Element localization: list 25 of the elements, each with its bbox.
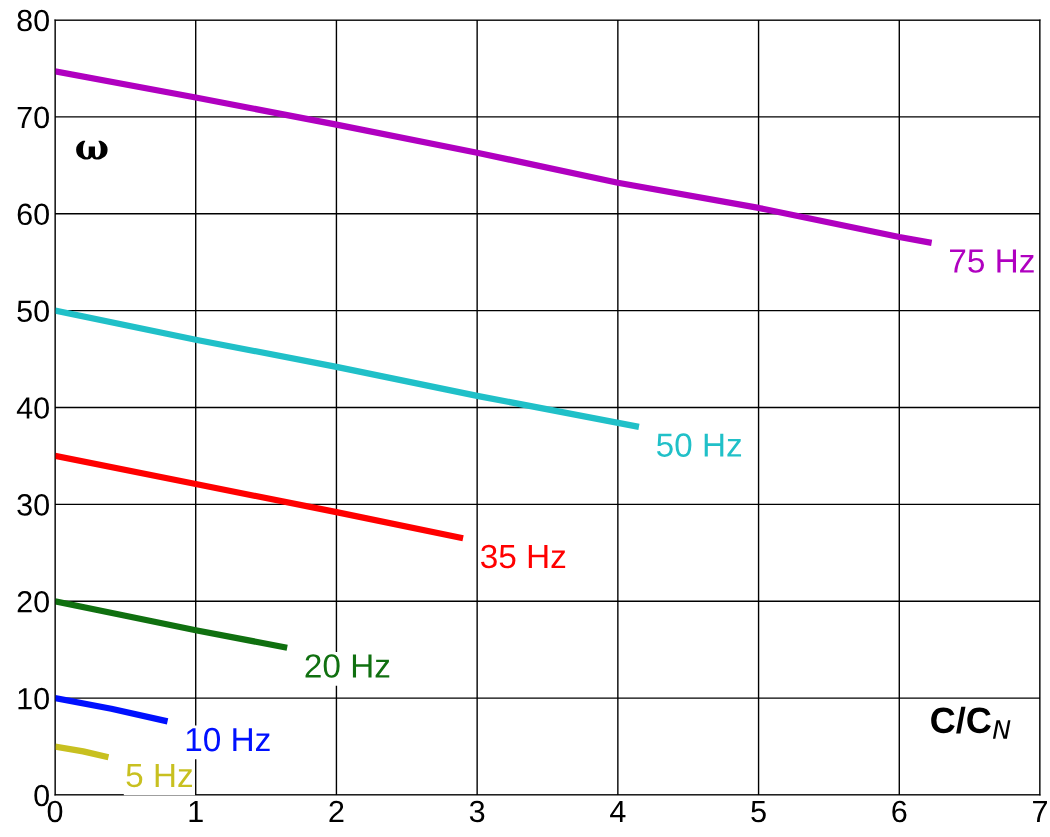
series-label: 20 Hz [305,654,390,678]
x-axis-title: C/C$_{N}$ [931,706,1011,739]
y-tick-label: 40 [16,397,49,419]
x-tick-label: 1 [189,800,203,822]
y-tick-label: 50 [17,300,49,322]
x-tick-label: 3 [469,800,485,823]
y-tick-label: 20 [17,590,49,613]
series-label: 35 Hz [481,544,566,569]
series-label: 50 Hz [656,433,742,457]
x-tick-label: 2 [329,800,344,822]
y-tick-label: 0 [34,784,49,807]
x-tick-label: 4 [610,800,626,822]
x-tick-label: 0 [47,800,63,823]
series-label: 75 Hz [950,249,1034,273]
y-tick-label: 60 [17,203,49,226]
series-label: 10 Hz [186,727,270,752]
y-tick-label: 70 [17,106,49,129]
x-tick-label: 6 [892,800,907,823]
series-label: 5 Hz [126,764,193,788]
y-tick-label: 30 [17,494,49,516]
x-tick-label: 7 [1033,800,1047,822]
x-tick-label: 5 [751,800,766,823]
y-axis-title: ω [76,140,108,160]
y-tick-label: 80 [17,9,49,32]
y-tick-label: 10 [18,687,49,710]
